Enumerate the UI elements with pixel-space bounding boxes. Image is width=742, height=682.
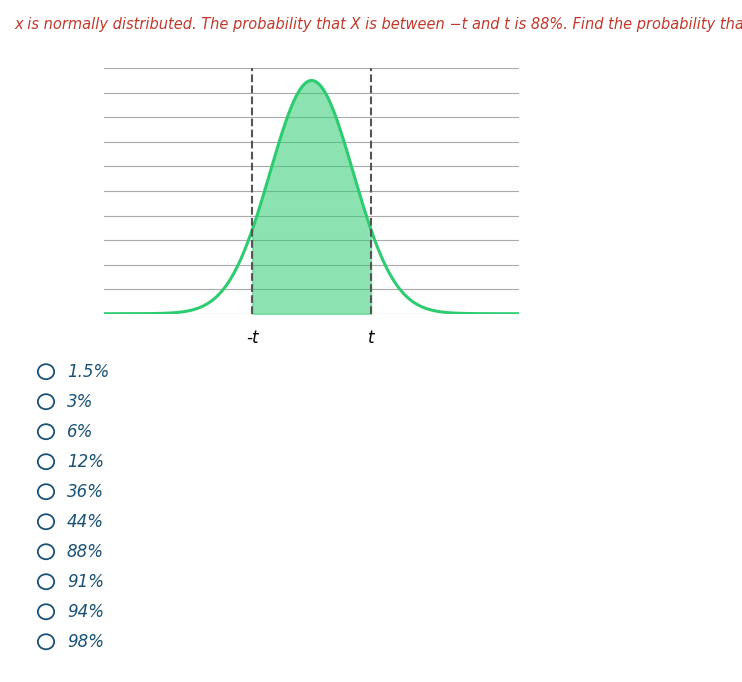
Text: -t: -t [246, 329, 258, 346]
Text: 44%: 44% [67, 513, 104, 531]
Text: 12%: 12% [67, 453, 104, 471]
Text: 6%: 6% [67, 423, 93, 441]
Text: 36%: 36% [67, 483, 104, 501]
Text: 3%: 3% [67, 393, 93, 411]
Text: 88%: 88% [67, 543, 104, 561]
Text: 91%: 91% [67, 573, 104, 591]
Text: 1.5%: 1.5% [67, 363, 109, 381]
Text: 98%: 98% [67, 633, 104, 651]
Text: x is normally distributed. The probability that X is between −t and t is 88%. Fi: x is normally distributed. The probabili… [15, 17, 742, 32]
Text: t: t [368, 329, 374, 346]
Text: 94%: 94% [67, 603, 104, 621]
